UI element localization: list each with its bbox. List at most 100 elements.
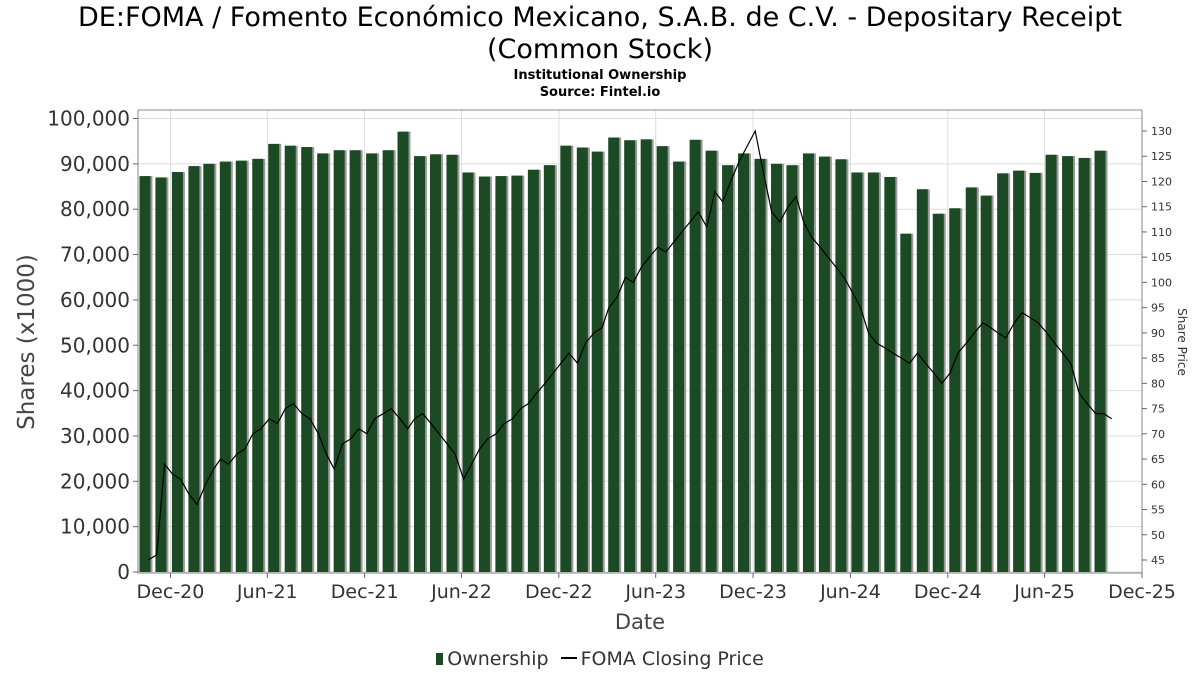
y-axis-label: Shares (x1000) [14,254,40,430]
price-swatch [560,657,577,659]
legend-label-price: FOMA Closing Price [580,648,764,670]
ownership-bar [867,172,879,573]
ownership-bar [235,160,247,572]
ownership-bar [802,153,814,572]
ownership-bar [284,145,296,572]
ownership-bar [786,165,798,572]
y-tick-label: 10,000 [60,515,130,539]
price-line [147,129,1113,561]
ownership-bar [317,153,329,572]
ownership-bar [884,177,896,572]
y2-tick-label: 55 [1151,504,1165,517]
x-tick-label: Jun-25 [1013,581,1075,603]
ownership-bar [900,233,912,572]
y2-tick-label: 70 [1151,428,1165,441]
ownership-bar [916,189,928,572]
ownership-bar [640,139,652,572]
y2-tick-label: 60 [1151,478,1165,491]
legend-item-ownership: Ownership [436,648,549,670]
x-tick-label: Jun-24 [819,581,881,603]
ownership-bar [818,156,830,572]
ownership-bar [980,195,992,572]
ownership-bar [349,150,361,572]
y-tick-label: 80,000 [60,197,130,221]
y2-axis-label: Share Price [1175,308,1189,376]
y-tick-label: 70,000 [60,243,130,267]
ownership-bar [155,177,167,572]
ownership-bar [495,176,507,573]
y-tick-label: 90,000 [60,152,130,176]
y2-tick-label: 65 [1151,453,1165,466]
y2-tick-label: 115 [1151,201,1172,214]
legend-label-ownership: Ownership [447,648,549,670]
y2-tick-label: 130 [1151,125,1172,138]
y2-tick-label: 120 [1151,175,1172,188]
ownership-bar [705,150,717,573]
x-tick-label: Jun-21 [236,581,298,603]
ownership-bar [608,137,620,572]
y2-tick-label: 85 [1151,352,1165,365]
y2-tick-label: 90 [1151,327,1165,340]
y-tick-label: 30,000 [60,424,130,448]
ownership-bar [1078,157,1090,572]
y2-tick-label: 110 [1151,226,1172,239]
ownership-bar [382,150,394,572]
y2-tick-label: 125 [1151,150,1172,163]
x-tick-label: Dec-22 [525,581,593,603]
y2-tick-label: 75 [1151,403,1165,416]
ownership-swatch [436,653,444,665]
ownership-bar [1013,170,1025,572]
ownership-bar [1029,172,1041,573]
y-tick-label: 0 [117,560,130,584]
y2-tick-label: 50 [1151,529,1165,542]
y2-tick-label: 80 [1151,377,1165,390]
chart-subtitle: Institutional Ownership [513,68,687,83]
chart-title-line2: (Common Stock) [487,34,713,65]
legend-item-price: FOMA Closing Price [560,648,764,670]
ownership-bar [171,172,183,572]
x-axis-label: Date [615,610,665,634]
ownership-bar [689,139,701,572]
y-tick-label: 100,000 [47,107,130,131]
ownership-bar [268,143,280,572]
ownership-bar [1045,154,1057,572]
x-tick-label: Dec-23 [719,581,787,603]
ownership-bar [591,151,603,572]
chart-title-line1: DE:FOMA / Fomento Económico Mexicano, S.… [78,2,1122,33]
ownership-bar [397,131,409,573]
price-line-path [147,129,1113,561]
y2-tick-label: 105 [1151,251,1172,264]
x-tick-label: Dec-24 [914,581,982,603]
ownership-bar [1062,156,1074,572]
y2-tick-label: 95 [1151,302,1165,315]
y2-tick-label: 100 [1151,276,1172,289]
ownership-bar [722,165,734,572]
x-tick-label: Dec-25 [1108,581,1176,603]
ownership-bar [219,161,231,572]
ownership-bar [835,159,847,572]
ownership-bar [446,154,458,572]
ownership-bar [333,150,345,572]
ownership-bar [543,165,555,572]
ownership-bar [414,156,426,572]
ownership-bar [511,175,523,573]
ownership-bar [576,147,588,573]
y-tick-label: 40,000 [60,379,130,403]
ownership-bar [203,163,215,572]
ownership-bar [851,172,863,573]
axes: 0 10,000 20,000 30,000 40,000 50,000 60,000 70,… [47,107,1176,604]
y2-tick-label: 45 [1151,554,1165,567]
ownership-bar [771,163,783,572]
ownership-bar [949,208,961,572]
chart-source: Source: Fintel.io [539,85,661,100]
ownership-bar [366,153,378,572]
ownership-bar [624,140,636,572]
ownership-bar [462,172,474,573]
ownership-bar [965,187,977,572]
ownership-bar [1094,150,1106,573]
x-tick-label: Jun-22 [430,581,492,603]
ownership-bar [478,176,490,572]
ownership-bar [673,161,685,572]
ownership-bar [188,166,200,572]
